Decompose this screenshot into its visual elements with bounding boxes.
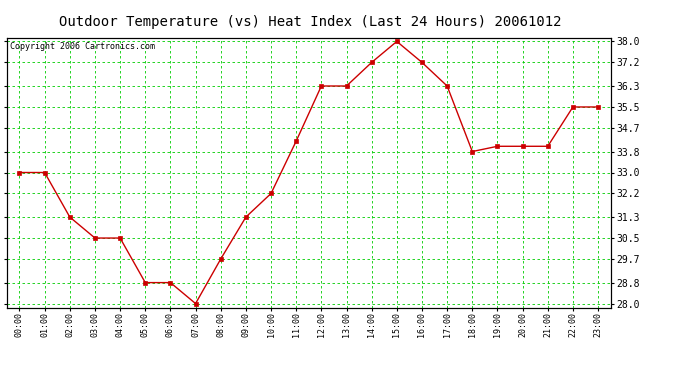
Text: Outdoor Temperature (vs) Heat Index (Last 24 Hours) 20061012: Outdoor Temperature (vs) Heat Index (Las… <box>59 15 562 29</box>
Text: Copyright 2006 Cartronics.com: Copyright 2006 Cartronics.com <box>10 42 155 51</box>
